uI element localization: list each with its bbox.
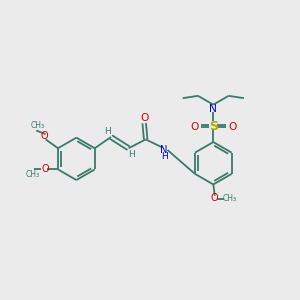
Text: O: O	[211, 193, 219, 203]
Text: N: N	[209, 104, 217, 114]
Text: O: O	[41, 130, 48, 141]
Text: O: O	[41, 164, 49, 174]
Text: H: H	[104, 127, 111, 136]
Text: CH₃: CH₃	[26, 170, 40, 179]
Text: N: N	[160, 145, 168, 155]
Text: O: O	[190, 122, 198, 132]
Text: H: H	[161, 152, 168, 161]
Text: H: H	[128, 150, 135, 159]
Text: O: O	[140, 113, 148, 123]
Text: O: O	[228, 122, 237, 132]
Text: CH₃: CH₃	[222, 194, 237, 203]
Text: CH₃: CH₃	[31, 122, 45, 130]
Text: S: S	[209, 120, 218, 133]
